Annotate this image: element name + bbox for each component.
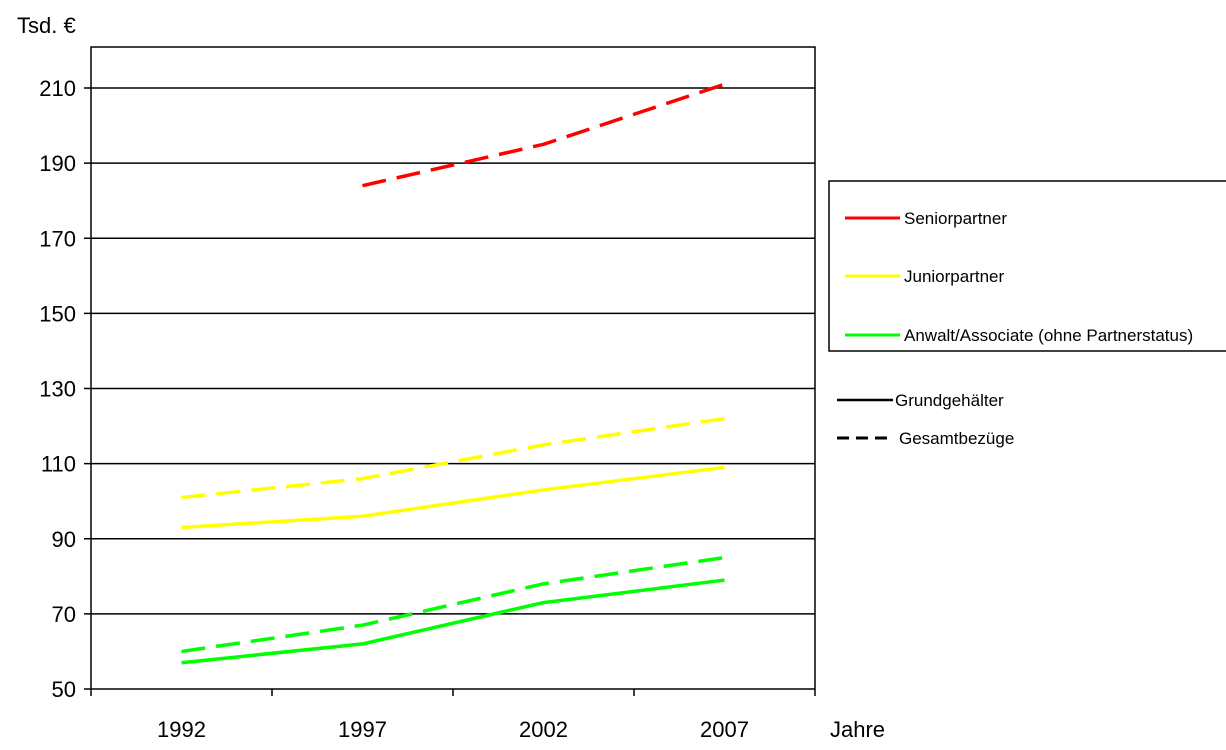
y-tick-label-50: 50 xyxy=(52,677,76,702)
y-tick-label-170: 170 xyxy=(39,226,76,251)
series-line-4 xyxy=(181,578,725,665)
y-tick-label-70: 70 xyxy=(52,602,76,627)
axes xyxy=(84,46,816,696)
y-tick-label-110: 110 xyxy=(41,452,76,477)
y-tick-label-210: 210 xyxy=(39,76,76,101)
y-tick-label-130: 130 xyxy=(39,377,76,402)
x-axis-label: Jahre xyxy=(830,717,885,742)
series-line-1 xyxy=(181,416,725,500)
legend-label-grundgehaelter: Grundgehälter xyxy=(895,391,1004,410)
x-tick-labels: 1992 1997 2002 2007 xyxy=(157,717,749,742)
x-tick-label-1992: 1992 xyxy=(157,717,206,742)
gridlines xyxy=(91,87,815,615)
legend-label-associate: Anwalt/Associate (ohne Partnerstatus) xyxy=(904,326,1193,345)
series-line-3 xyxy=(181,555,725,654)
legend-label-seniorpartner: Seniorpartner xyxy=(904,209,1007,228)
plot-frame xyxy=(90,46,816,689)
legend-label-juniorpartner: Juniorpartner xyxy=(904,267,1005,286)
legend-label-gesamtbezuege: Gesamtbezüge xyxy=(899,429,1014,448)
legend-box xyxy=(828,180,1226,352)
y-tick-label-150: 150 xyxy=(39,301,76,326)
y-tick-label-190: 190 xyxy=(39,151,76,176)
series-line-2 xyxy=(181,465,725,530)
legend: Seniorpartner Juniorpartner Anwalt/Assoc… xyxy=(828,180,1226,448)
x-tick-label-1997: 1997 xyxy=(338,717,387,742)
series-lines xyxy=(181,82,726,665)
y-axis-label: Tsd. € xyxy=(17,13,76,38)
x-tick-label-2002: 2002 xyxy=(519,717,568,742)
x-tick-label-2007: 2007 xyxy=(700,717,749,742)
series-line-0 xyxy=(362,82,726,188)
y-tick-labels: 50 70 90 110 130 150 170 190 210 xyxy=(39,76,76,702)
y-tick-label-90: 90 xyxy=(52,527,76,552)
